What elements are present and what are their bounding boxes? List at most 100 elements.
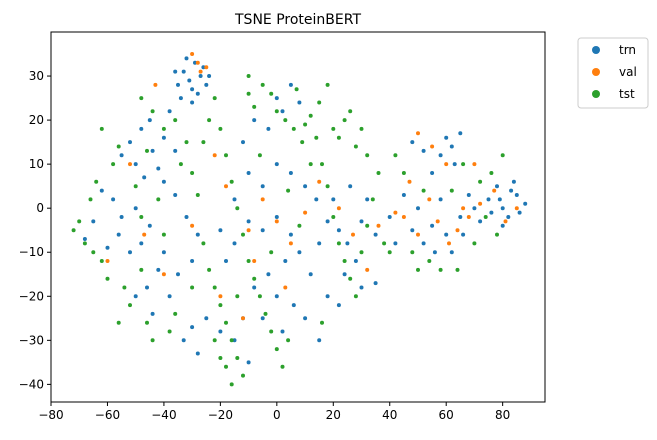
point-trn-68	[303, 316, 308, 321]
point-tst-37	[229, 382, 234, 387]
point-trn-22	[119, 153, 124, 158]
point-tst-87	[348, 109, 353, 114]
point-tst-86	[359, 126, 364, 131]
point-trn-107	[416, 206, 420, 211]
point-trn-5	[190, 87, 195, 92]
point-trn-62	[297, 250, 302, 255]
point-tst-23	[173, 118, 178, 123]
point-tst-93	[421, 188, 426, 193]
point-tst-9	[128, 303, 132, 308]
point-tst-114	[320, 320, 324, 325]
point-tst-13	[150, 338, 155, 343]
point-val-21	[351, 232, 355, 237]
point-trn-66	[274, 294, 279, 299]
point-tst-10	[133, 184, 138, 189]
point-trn-20	[156, 166, 161, 171]
point-tst-44	[229, 179, 234, 184]
point-trn-49	[190, 325, 195, 330]
point-trn-58	[246, 219, 251, 224]
point-tst-39	[201, 140, 206, 145]
x-tick-label: 20	[326, 408, 341, 422]
y-tick-label: 0	[36, 201, 44, 215]
point-trn-96	[348, 184, 353, 189]
point-trn-40	[150, 311, 155, 316]
y-tick-label: −20	[19, 289, 44, 303]
point-val-1	[195, 60, 200, 65]
point-trn-61	[288, 232, 293, 237]
point-tst-69	[320, 162, 324, 167]
point-val-36	[492, 188, 497, 193]
point-trn-10	[173, 69, 178, 74]
point-trn-57	[232, 241, 237, 246]
point-trn-82	[241, 140, 245, 145]
point-val-25	[407, 179, 412, 184]
point-tst-62	[317, 100, 322, 105]
point-trn-53	[232, 338, 237, 343]
point-tst-88	[365, 153, 370, 158]
point-trn-135	[500, 223, 505, 228]
point-trn-101	[373, 281, 378, 286]
point-tst-118	[139, 267, 144, 272]
point-trn-138	[497, 197, 502, 202]
point-tst-65	[246, 91, 251, 96]
point-tst-12	[145, 320, 149, 325]
point-tst-117	[116, 320, 121, 325]
point-tst-85	[353, 144, 358, 149]
point-trn-104	[393, 241, 398, 246]
point-trn-78	[260, 184, 265, 189]
point-trn-75	[303, 184, 308, 189]
point-val-30	[455, 228, 460, 233]
point-trn-125	[472, 206, 477, 211]
point-tst-76	[359, 250, 364, 255]
point-trn-34	[91, 219, 96, 224]
point-trn-99	[336, 303, 341, 308]
point-tst-26	[195, 193, 200, 197]
point-tst-11	[139, 215, 144, 219]
point-val-20	[336, 206, 341, 211]
point-val-38	[514, 206, 519, 211]
point-trn-41	[167, 294, 172, 299]
point-trn-94	[365, 197, 370, 202]
point-tst-91	[410, 250, 415, 255]
point-trn-79	[246, 171, 251, 175]
point-val-16	[283, 285, 288, 290]
point-trn-19	[167, 109, 172, 114]
point-val-0	[190, 52, 195, 56]
point-trn-113	[458, 215, 463, 219]
point-tst-21	[161, 126, 166, 131]
point-tst-105	[77, 219, 82, 224]
point-val-32	[444, 162, 449, 167]
point-trn-6	[201, 65, 206, 70]
point-trn-105	[401, 193, 406, 197]
point-trn-4	[176, 82, 180, 87]
point-trn-14	[139, 126, 144, 131]
legend-label-val: val	[619, 65, 637, 79]
point-val-39	[416, 131, 420, 136]
point-trn-23	[142, 175, 147, 180]
point-trn-70	[260, 316, 265, 321]
point-trn-60	[274, 215, 279, 219]
point-tst-60	[300, 140, 305, 145]
point-tst-107	[257, 153, 262, 158]
point-tst-15	[161, 232, 166, 237]
point-val-34	[466, 215, 471, 219]
point-trn-85	[280, 109, 285, 114]
point-tst-34	[241, 373, 245, 378]
axes-frame	[50, 31, 546, 403]
point-tst-54	[286, 338, 291, 343]
point-trn-37	[156, 267, 161, 272]
point-tst-4	[99, 259, 104, 263]
point-trn-92	[353, 259, 358, 263]
point-val-28	[435, 219, 440, 224]
point-tst-92	[416, 267, 420, 272]
point-trn-26	[111, 197, 116, 202]
point-tst-103	[495, 232, 499, 237]
x-axis: −80 −60 −40 −20 0 20 40 60 80	[38, 402, 510, 422]
point-trn-52	[218, 329, 223, 334]
point-trn-44	[195, 232, 200, 237]
point-val-12	[274, 219, 279, 224]
point-trn-3	[198, 74, 203, 78]
point-val-8	[212, 153, 217, 158]
point-val-6	[142, 232, 147, 237]
